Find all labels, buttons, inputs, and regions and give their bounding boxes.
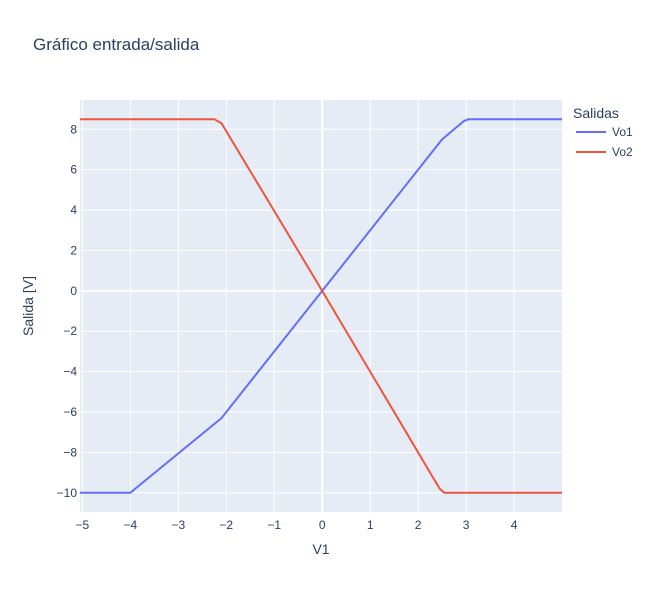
- x-axis-title: V1: [312, 541, 329, 557]
- y-tick-label: 0: [70, 284, 77, 298]
- x-tick-label: −1: [267, 518, 281, 532]
- x-tick-label: 4: [511, 518, 518, 532]
- y-tick-label: −10: [57, 486, 78, 500]
- series-lines: [80, 118, 562, 494]
- legend-item-vo2[interactable]: Vo2: [576, 145, 633, 159]
- legend: Salidas Vo1 Vo2: [573, 105, 633, 159]
- x-tick-label: −2: [219, 518, 233, 532]
- x-tick-label: 0: [319, 518, 326, 532]
- y-tick-label: −8: [63, 445, 77, 459]
- y-tick-label: −2: [63, 324, 77, 338]
- series-line-vo2: [80, 118, 562, 494]
- x-tick-label: −3: [171, 518, 185, 532]
- gridlines: [80, 100, 562, 512]
- y-tick-label: −6: [63, 405, 77, 419]
- legend-title: Salidas: [573, 105, 619, 121]
- y-tick-label: −4: [63, 365, 77, 379]
- y-tick-label: 6: [70, 163, 77, 177]
- y-tick-label: 4: [70, 203, 77, 217]
- y-tick-label: 2: [70, 243, 77, 257]
- y-tick-labels: −10 −8 −6 −4 −2 0 2 4 6 8: [57, 122, 78, 500]
- plot-area: [80, 100, 562, 512]
- chart-title: Gráfico entrada/salida: [33, 35, 200, 54]
- legend-label: Vo2: [612, 145, 633, 159]
- x-tick-label: 1: [367, 518, 374, 532]
- legend-label: Vo1: [612, 125, 633, 139]
- x-tick-labels: −5 −4 −3 −2 −1 0 1 2 3 4: [76, 518, 518, 532]
- x-tick-label: 2: [415, 518, 422, 532]
- x-tick-label: −5: [76, 518, 90, 532]
- legend-item-vo1[interactable]: Vo1: [576, 125, 633, 139]
- y-axis-title: Salida [V]: [20, 276, 36, 336]
- x-tick-label: 3: [463, 518, 470, 532]
- x-tick-label: −4: [124, 518, 138, 532]
- y-tick-label: 8: [70, 122, 77, 136]
